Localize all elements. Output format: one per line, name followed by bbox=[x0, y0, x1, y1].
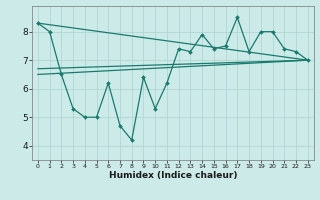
X-axis label: Humidex (Indice chaleur): Humidex (Indice chaleur) bbox=[108, 171, 237, 180]
